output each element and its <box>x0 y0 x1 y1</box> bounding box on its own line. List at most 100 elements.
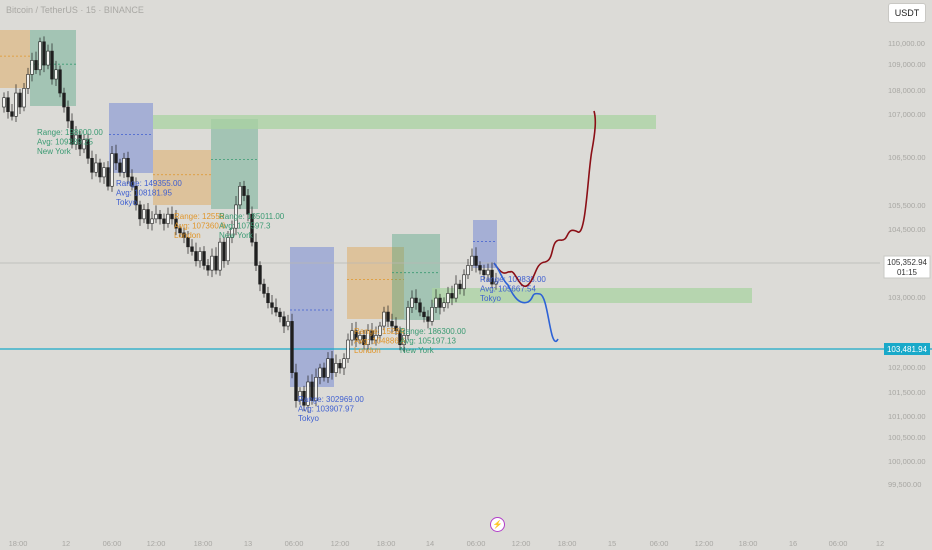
candle-body <box>414 297 418 304</box>
candle-body <box>34 60 38 71</box>
candle-body <box>230 227 234 238</box>
candle-body <box>462 274 466 290</box>
candle-body <box>358 335 362 341</box>
candle-body <box>10 111 14 117</box>
candle-body <box>386 311 390 322</box>
candle-body <box>342 358 346 369</box>
candle-body <box>290 321 294 373</box>
session-label-line: Range: 149355.00 <box>116 179 182 188</box>
candle-body <box>162 218 166 224</box>
x-tick-label: 16 <box>789 539 797 548</box>
candle-body <box>338 363 342 369</box>
candle-body <box>454 283 458 299</box>
countdown-text: 01:15 <box>897 268 918 277</box>
flash-icon[interactable]: ⚡ <box>490 517 505 532</box>
candle-body <box>442 302 446 308</box>
y-tick-label: 99,500.00 <box>888 480 921 489</box>
candle-body <box>334 363 338 373</box>
session-box <box>347 247 404 319</box>
candle-body <box>18 92 22 108</box>
candle-body <box>110 153 114 187</box>
y-tick-label: 108,000.00 <box>888 86 926 95</box>
session-label-line: Avg: 103907.97 <box>298 405 354 414</box>
candle-body <box>118 162 122 173</box>
candle-body <box>166 213 170 224</box>
x-tick-label: 12 <box>62 539 70 548</box>
candle-body <box>286 321 290 327</box>
candle-body <box>198 251 202 262</box>
candle-body <box>266 293 270 304</box>
candle-body <box>470 255 474 266</box>
y-tick-label: 107,000.00 <box>888 110 926 119</box>
x-tick-label: 06:00 <box>467 539 486 548</box>
candle-body <box>478 265 482 271</box>
x-tick-label: 14 <box>426 539 434 548</box>
candle-body <box>282 316 286 327</box>
candle-body <box>62 92 66 108</box>
candle-body <box>178 227 182 234</box>
candle-body <box>302 390 306 406</box>
session-label-line: New York <box>219 231 254 240</box>
session-label-line: Range: 198000.00 <box>37 128 103 137</box>
candle-body <box>170 213 174 220</box>
session-label-line: London <box>354 346 381 355</box>
candle-body <box>70 120 74 145</box>
session-label-line: New York <box>400 346 435 355</box>
session-label-line: Tokyo <box>116 198 137 207</box>
candle-body <box>374 335 378 341</box>
candle-body <box>410 297 414 308</box>
candle-body <box>82 139 86 150</box>
candle-body <box>402 335 406 345</box>
candle-body <box>190 246 194 252</box>
candle-body <box>398 330 402 345</box>
session-label-line: London <box>174 231 201 240</box>
candle-body <box>354 330 358 341</box>
candle-body <box>66 106 70 122</box>
x-tick-label: 06:00 <box>103 539 122 548</box>
session-label-line: Range: 185011.00 <box>219 212 285 221</box>
session-label-line: Tokyo <box>480 294 501 303</box>
candle-body <box>50 50 54 80</box>
session-box <box>0 30 30 88</box>
y-tick-label: 101,000.00 <box>888 412 926 421</box>
candle-body <box>86 139 90 159</box>
x-tick-label: 12:00 <box>331 539 350 548</box>
candle-body <box>134 185 138 206</box>
candle-body <box>258 265 262 285</box>
y-tick-label: 110,000.00 <box>888 39 925 48</box>
candle-body <box>394 325 398 332</box>
candle-body <box>378 325 382 336</box>
candle-body <box>254 241 258 266</box>
candle-body <box>46 50 50 66</box>
candle-body <box>262 283 266 294</box>
x-tick-label: 06:00 <box>829 539 848 548</box>
session-label-line: Avg: 108181.95 <box>116 189 172 198</box>
level-price-tag: 103,481.94 <box>884 343 930 355</box>
candle-body <box>6 97 10 112</box>
candle-body <box>458 283 462 290</box>
candle-body <box>434 297 438 308</box>
session-label-line: Range: 15294 <box>354 327 405 336</box>
x-tick-label: 15 <box>608 539 616 548</box>
candle-body <box>138 204 142 220</box>
session-label-line: Tokyo <box>298 414 319 423</box>
candle-body <box>330 358 334 373</box>
candle-body <box>450 293 454 299</box>
candle-body <box>150 218 154 224</box>
candle-body <box>426 316 430 322</box>
candle-body <box>158 213 162 220</box>
candle-body <box>122 157 126 173</box>
y-tick-label: 100,000.00 <box>888 457 926 466</box>
candle-body <box>30 60 34 75</box>
candle-body <box>186 237 190 248</box>
candle-body <box>142 209 146 220</box>
chart-title: Bitcoin / TetherUS · 15 · BINANCE <box>6 5 144 15</box>
x-tick-label: 12:00 <box>147 539 166 548</box>
candle-body <box>94 162 98 173</box>
session-label-line: Avg: 107597.3 <box>219 222 271 231</box>
currency-button[interactable]: USDT <box>888 3 926 23</box>
candle-body <box>406 307 410 336</box>
candle-body <box>218 241 222 271</box>
